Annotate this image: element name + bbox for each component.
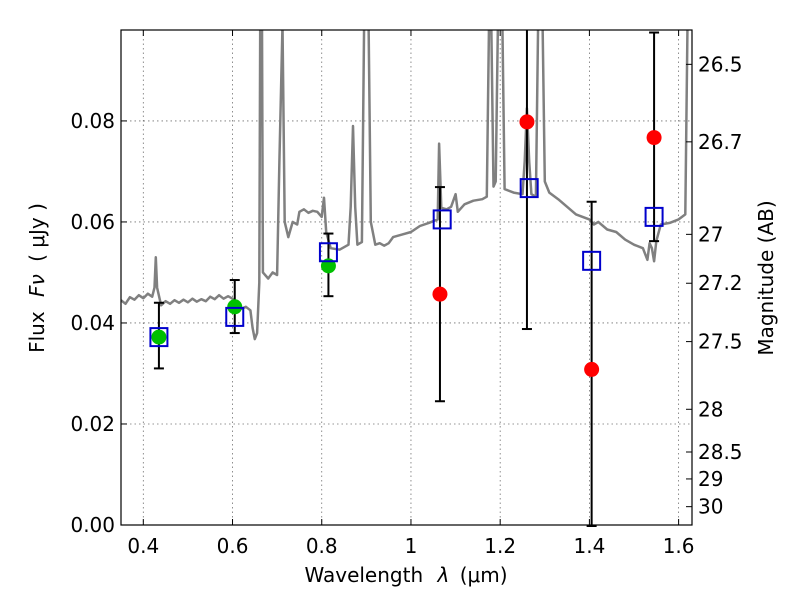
x-tick-label: 1 bbox=[405, 534, 418, 558]
magnitude-axis-ticks: 26.5 26.7 27 27.2 27.5 28 28.5 29 30 bbox=[686, 52, 743, 519]
model-photometry-square bbox=[644, 206, 664, 227]
grid bbox=[121, 30, 692, 526]
y-tick-label: 0.04 bbox=[70, 311, 115, 335]
magnitude-tick-label: 28 bbox=[698, 397, 723, 421]
green-data-point bbox=[227, 299, 243, 315]
x-axis-title: Wavelength λ (μm) bbox=[304, 563, 507, 587]
magnitude-tick-label: 29 bbox=[698, 467, 723, 491]
observed-points bbox=[151, 114, 662, 377]
model-photometry-square bbox=[318, 242, 338, 263]
model-photometry-square bbox=[582, 250, 602, 271]
magnitude-tick-label: 27.2 bbox=[698, 271, 743, 295]
model-photometry-points bbox=[149, 178, 664, 348]
magnitude-tick-label: 26.7 bbox=[698, 130, 743, 154]
x-tick-label: 1.4 bbox=[573, 534, 605, 558]
magnitude-tick-label: 30 bbox=[698, 495, 723, 519]
red-data-point bbox=[584, 361, 600, 377]
magnitude-tick-label: 28.5 bbox=[698, 440, 743, 464]
red-data-point bbox=[519, 114, 535, 130]
model-photometry-square bbox=[432, 209, 452, 230]
y-axis-ticks: 0.00 0.02 0.04 0.06 0.08 bbox=[70, 109, 127, 537]
x-tick-label: 1.6 bbox=[663, 534, 695, 558]
y-axis-title: Flux Fν ( μJy ) bbox=[25, 203, 49, 353]
magnitude-tick-label: 27 bbox=[698, 222, 723, 246]
x-tick-label: 0.4 bbox=[127, 534, 159, 558]
green-data-point bbox=[151, 329, 167, 345]
right-axis-title: Magnitude (AB) bbox=[754, 200, 778, 355]
plot-frame bbox=[120, 29, 693, 526]
magnitude-tick-label: 27.5 bbox=[698, 330, 743, 354]
model-spectrum-line bbox=[121, 30, 689, 341]
plot-area bbox=[121, 30, 689, 341]
x-tick-label: 1.2 bbox=[484, 534, 516, 558]
y-tick-label: 0.00 bbox=[70, 513, 115, 537]
y-tick-label: 0.08 bbox=[70, 109, 115, 133]
magnitude-tick-label: 26.5 bbox=[698, 52, 743, 76]
model-photometry-square bbox=[149, 327, 169, 348]
red-data-point bbox=[432, 286, 448, 302]
x-axis-ticks: 0.4 0.6 0.8 1 1.2 1.4 1.6 bbox=[127, 30, 695, 558]
model-photometry-square bbox=[225, 306, 245, 327]
y-tick-label: 0.02 bbox=[70, 412, 115, 436]
x-tick-label: 0.6 bbox=[217, 534, 249, 558]
y-tick-label: 0.06 bbox=[70, 210, 115, 234]
model-photometry-square bbox=[519, 178, 539, 199]
x-tick-label: 0.8 bbox=[306, 534, 338, 558]
red-data-point bbox=[646, 130, 662, 146]
